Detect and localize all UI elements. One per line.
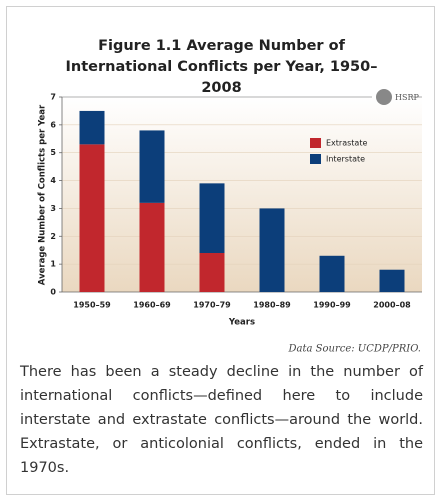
bar-segment <box>199 183 225 253</box>
caption: There has been a steady decline in the n… <box>20 364 423 476</box>
plot-background <box>62 97 422 292</box>
bar-segment <box>139 130 165 203</box>
y-tick-label: 3 <box>50 204 56 213</box>
figure-frame <box>6 6 435 495</box>
y-tick-label: 0 <box>50 288 56 297</box>
bar-segment <box>79 110 105 145</box>
y-tick-label: 7 <box>50 93 56 102</box>
x-tick-label: 2000–08 <box>373 301 411 310</box>
source: Data Source: UCDP/PRIO. <box>288 344 422 355</box>
y-tick-label: 2 <box>50 232 56 241</box>
bar-segment <box>379 269 405 292</box>
legend-label: Extrastate <box>326 139 367 148</box>
bar-segment <box>79 144 105 292</box>
legend-label: Interstate <box>326 155 365 164</box>
bar-segment <box>139 202 165 292</box>
bar-segment <box>319 255 345 292</box>
chart: HSRP Average Number of Conflicts per Yea… <box>38 89 422 355</box>
bar-segment <box>259 208 285 292</box>
x-tick-label: 1970–79 <box>193 301 231 310</box>
x-tick-label: 1990–99 <box>313 301 351 310</box>
y-tick-label: 4 <box>50 176 56 185</box>
y-tick-label: 1 <box>50 260 56 269</box>
x-tick-label: 1980–89 <box>253 301 291 310</box>
bar-segment <box>199 253 225 292</box>
legend-swatch <box>310 138 321 148</box>
chart-title: Figure 1.1 Average Number of Internation… <box>65 38 378 96</box>
x-tick-label: 1960–69 <box>133 301 171 310</box>
x-tick-label: 1950–59 <box>73 301 111 310</box>
y-tick-label: 5 <box>50 148 56 157</box>
logo-globe <box>376 89 392 105</box>
y-tick-label: 6 <box>50 120 56 129</box>
logo: HSRP <box>395 93 419 102</box>
y-axis-label: Average Number of Conflicts per Year <box>38 104 48 285</box>
x-axis-label: Years <box>228 318 255 328</box>
legend-swatch <box>310 154 321 164</box>
